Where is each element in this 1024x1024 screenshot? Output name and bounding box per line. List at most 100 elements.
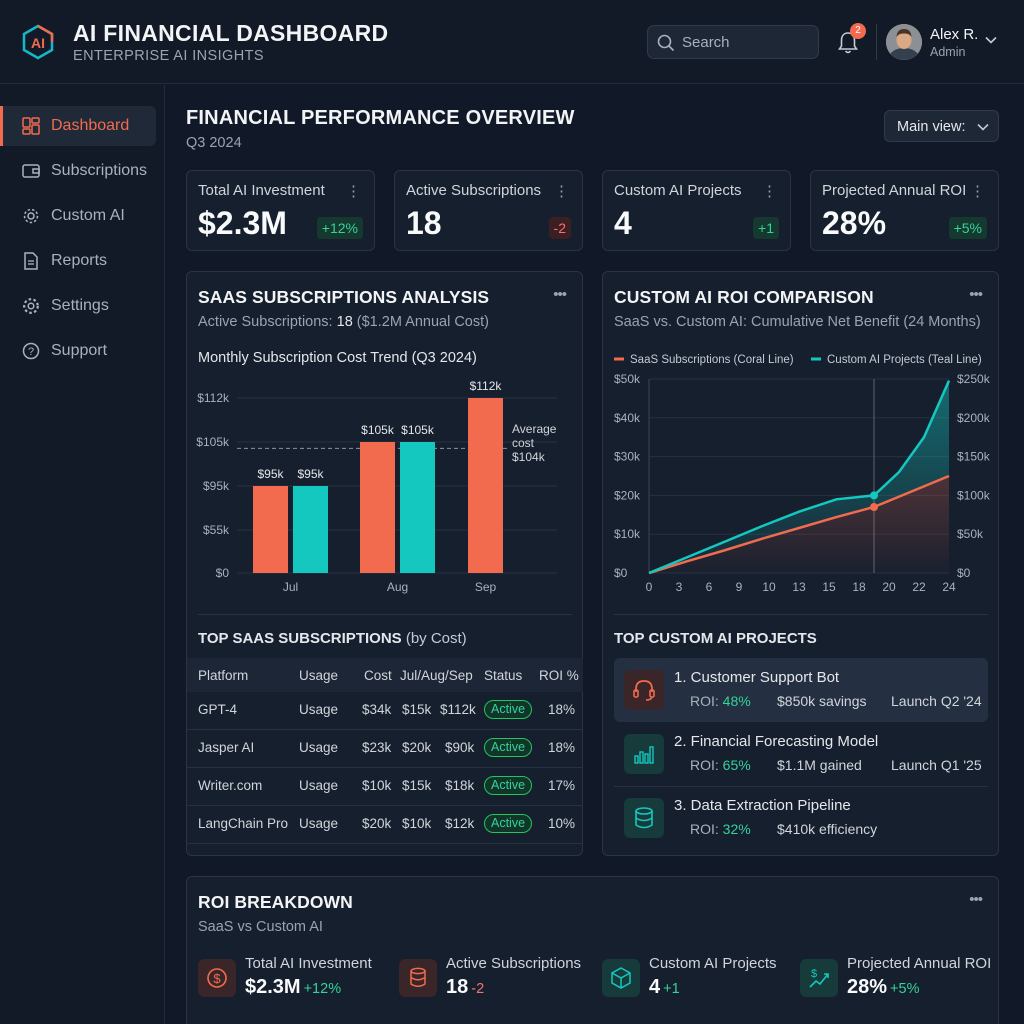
sidebar-item-label: Support <box>51 342 108 359</box>
cell-jul: $15k <box>402 702 432 717</box>
more-vertical-icon[interactable]: ⋮ <box>554 183 569 200</box>
x-tick-label: 13 <box>792 580 806 594</box>
document-icon <box>24 252 38 270</box>
status-badge: Active <box>484 700 533 719</box>
sidebar-item-label: Settings <box>51 297 109 314</box>
top-custom-title: TOP CUSTOM AI PROJECTS <box>614 630 817 647</box>
roi-item-value: $2.3M +12% <box>245 976 341 999</box>
more-vertical-icon[interactable]: ⋮ <box>970 183 985 200</box>
project-roi: ROI: 65% <box>690 757 751 773</box>
roi-item-label: Total AI Investment <box>245 955 372 972</box>
svg-text:?: ? <box>28 346 34 358</box>
col-jul-aug-sep[interactable]: Jul/Aug/Sep <box>400 668 473 683</box>
project-item-customer-support-bot[interactable]: 1. Customer Support Bot ROI: 48% $850k s… <box>614 658 988 722</box>
sidebar-item-settings[interactable]: Settings <box>0 286 156 326</box>
growth-icon: $ <box>800 959 838 997</box>
more-horizontal-icon[interactable]: ••• <box>969 286 983 303</box>
table-row[interactable]: LangChain Pro Usage $20k $10k $12k Activ… <box>187 806 583 844</box>
top-saas-title: TOP SAAS SUBSCRIPTIONS (by Cost) <box>198 630 467 647</box>
saas-panel: SAAS SUBSCRIPTIONS ANALYSIS ••• Active S… <box>186 271 583 856</box>
chip-icon <box>23 208 39 224</box>
sidebar-item-support[interactable]: ? Support <box>0 331 156 371</box>
avatar[interactable] <box>886 24 922 60</box>
cell-sep: $90k <box>445 740 475 755</box>
roi-value: 32% <box>722 821 751 837</box>
table-row[interactable]: Writer.com Usage $10k $15k $18k Active 1… <box>187 768 583 806</box>
y-left-tick-label: $30k <box>614 450 641 464</box>
kpi-card-total-investment[interactable]: Total AI Investment ⋮ $2.3M +12% <box>186 170 375 251</box>
project-item-financial-forecasting[interactable]: 2. Financial Forecasting Model ROI: 65% … <box>614 722 988 786</box>
table-row[interactable]: GPT-4 Usage $34k $15k $112k Active 18% <box>187 692 583 730</box>
sidebar: Dashboard Subscriptions Custom AI Report… <box>0 85 165 1024</box>
y-tick-label: $105k <box>196 435 230 449</box>
col-cost[interactable]: Cost <box>364 668 392 683</box>
cell-jul: $15k <box>402 778 432 793</box>
bar-chart-title: Monthly Subscription Cost Trend (Q3 2024… <box>198 350 477 366</box>
cell-cost: $20k <box>362 816 392 831</box>
saas-line[interactable] <box>648 474 950 575</box>
bar[interactable] <box>253 486 288 573</box>
main-view-select[interactable]: Main view: <box>884 110 999 142</box>
cell-usage: Usage <box>299 702 339 717</box>
kpi-card-custom-projects[interactable]: Custom AI Projects ⋮ 4 +1 <box>602 170 791 251</box>
roi-item-label: Custom AI Projects <box>649 955 777 972</box>
cell-roi: 18% <box>548 702 576 717</box>
sidebar-item-dashboard[interactable]: Dashboard <box>0 106 156 146</box>
more-vertical-icon[interactable]: ⋮ <box>762 183 777 200</box>
col-usage[interactable]: Usage <box>299 668 339 683</box>
kpi-delta: -2 <box>548 217 571 239</box>
bar[interactable] <box>400 442 435 573</box>
kpi-card-active-subscriptions[interactable]: Active Subscriptions ⋮ 18 -2 <box>394 170 583 251</box>
x-tick-label: 24 <box>942 580 956 594</box>
table-row[interactable]: Jasper AI Usage $23k $20k $90k Active 18… <box>187 730 583 768</box>
project-launch: Launch Q2 '24 <box>891 693 982 709</box>
sidebar-item-subscriptions[interactable]: Subscriptions <box>0 151 156 191</box>
sidebar-item-label: Dashboard <box>51 117 130 134</box>
roi-delta: +1 <box>663 981 680 997</box>
search-input[interactable] <box>682 32 812 52</box>
project-roi: ROI: 32% <box>690 821 751 837</box>
page-title: FINANCIAL PERFORMANCE OVERVIEW <box>186 107 575 129</box>
y-right-tick-label: $100k <box>957 488 991 502</box>
page-period: Q3 2024 <box>186 135 242 151</box>
user-name[interactable]: Alex R. <box>930 26 979 43</box>
x-tick-label: 22 <box>912 580 926 594</box>
kpi-card-projected-roi[interactable]: Projected Annual ROI ⋮ 28% +5% <box>810 170 999 251</box>
chevron-down-icon[interactable] <box>985 36 997 44</box>
col-status[interactable]: Status <box>484 668 523 683</box>
more-horizontal-icon[interactable]: ••• <box>969 891 983 908</box>
kpi-value: 18 <box>406 205 442 241</box>
custom-marker-point[interactable] <box>870 491 878 500</box>
more-horizontal-icon[interactable]: ••• <box>553 286 567 303</box>
top-saas-title-suffix: (by Cost) <box>401 630 467 647</box>
svg-text:$: $ <box>213 971 221 986</box>
bar-chart-icon <box>624 734 664 774</box>
sidebar-item-custom-ai[interactable]: Custom AI <box>0 196 156 236</box>
col-platform[interactable]: Platform <box>198 668 249 683</box>
more-vertical-icon[interactable]: ⋮ <box>346 183 361 200</box>
bar-value-label: $95k <box>297 467 324 481</box>
sidebar-item-reports[interactable]: Reports <box>0 241 156 281</box>
y-left-tick-label: $40k <box>614 411 641 425</box>
legend-label[interactable]: Custom AI Projects (Teal Line) <box>827 354 982 366</box>
search-box[interactable] <box>647 25 819 59</box>
bar[interactable] <box>468 398 503 573</box>
legend-label[interactable]: SaaS Subscriptions (Coral Line) <box>630 354 794 366</box>
bar[interactable] <box>360 442 395 573</box>
roi-delta: +5% <box>890 981 920 997</box>
col-roi[interactable]: ROI % <box>539 668 579 683</box>
roi-value: 18 <box>446 976 469 998</box>
roi-prefix: ROI: <box>690 693 723 709</box>
header-divider <box>876 24 877 60</box>
custom-line[interactable] <box>648 380 951 575</box>
average-label: $104k <box>512 450 546 464</box>
project-item-data-extraction[interactable]: 3. Data Extraction Pipeline ROI: 32% $41… <box>614 786 988 850</box>
app-title: AI FINANCIAL DASHBOARD <box>73 20 389 46</box>
bar[interactable] <box>293 486 328 573</box>
kpi-value: 4 <box>614 205 632 241</box>
database-icon <box>399 959 437 997</box>
saas-marker-point[interactable] <box>870 503 878 512</box>
project-value: $410k efficiency <box>777 821 878 837</box>
top-saas-title-text: TOP SAAS SUBSCRIPTIONS <box>198 630 402 647</box>
main-view-label: Main view: <box>897 119 966 135</box>
